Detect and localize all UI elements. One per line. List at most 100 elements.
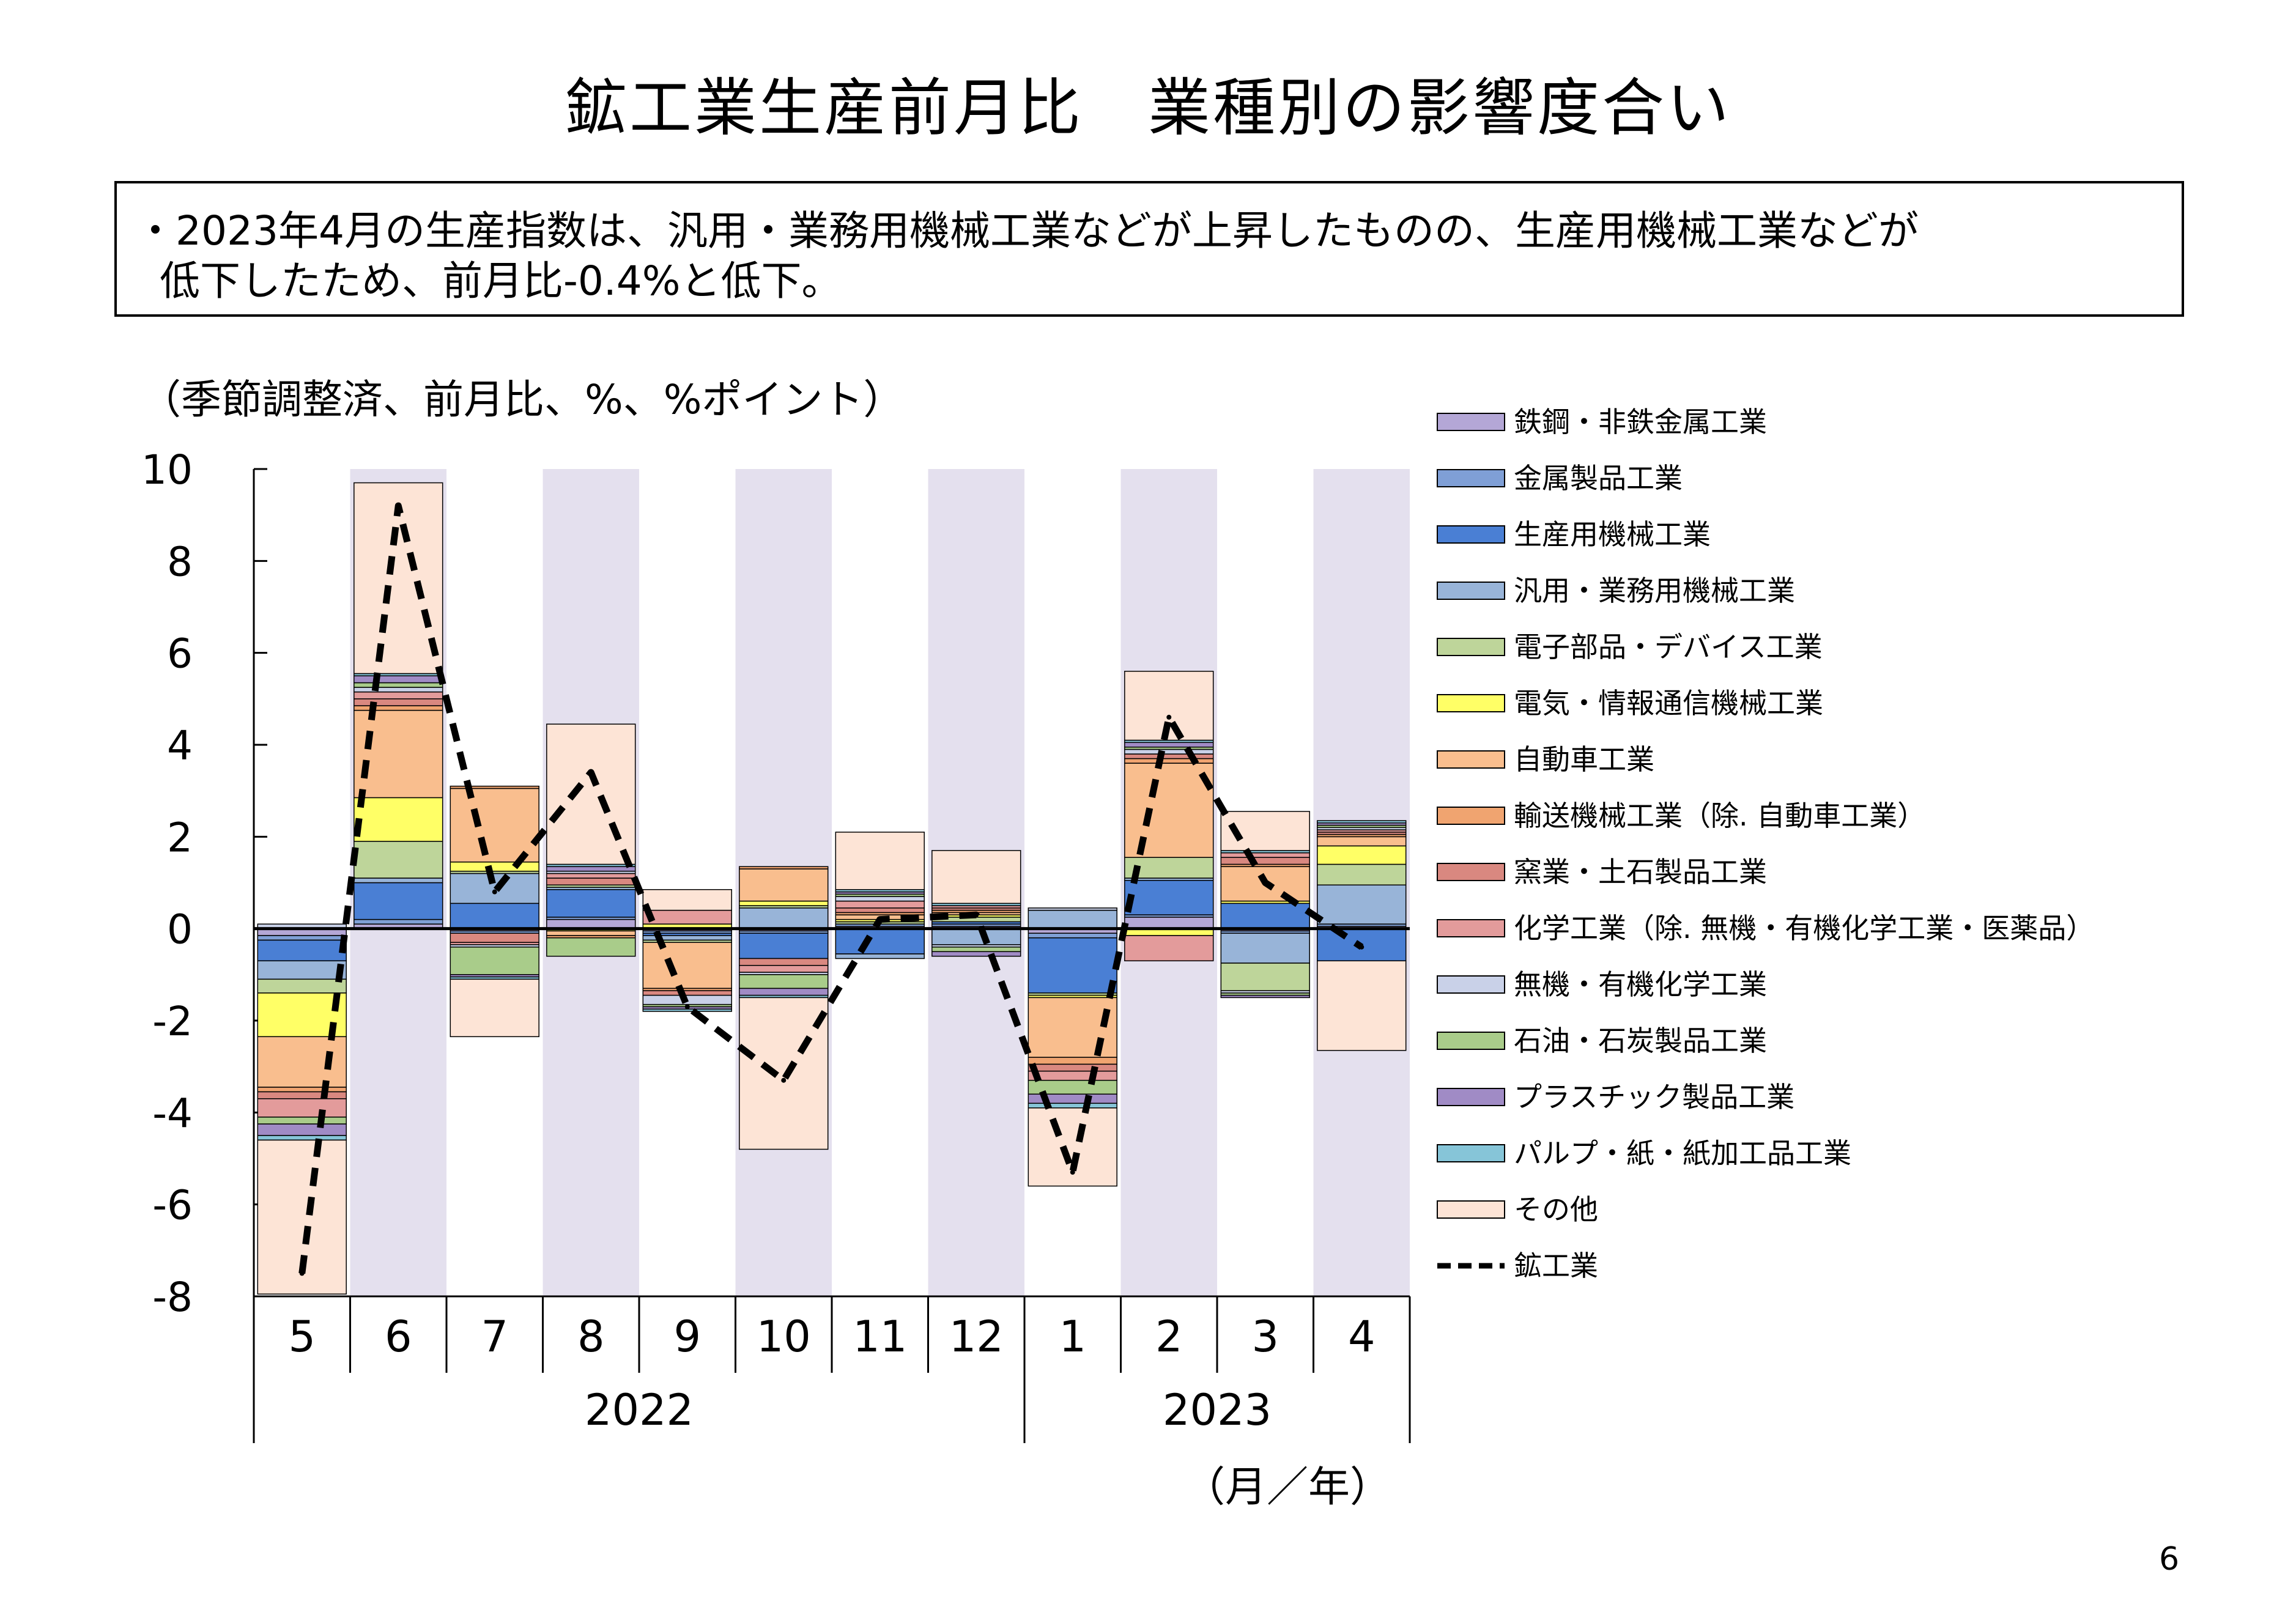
total-line-point	[974, 912, 979, 918]
bar-segment	[257, 1123, 347, 1136]
bar-segment	[739, 965, 829, 973]
total-line-point	[299, 1271, 305, 1276]
bar-segment	[1028, 1057, 1117, 1065]
year-label: 2022	[585, 1385, 694, 1435]
bar-segment	[546, 889, 636, 918]
y-tick-label: -6	[152, 1182, 193, 1229]
x-tick-label: 9	[673, 1312, 701, 1362]
bar-segment	[1028, 907, 1117, 911]
bar-segment	[739, 900, 829, 906]
bar-segment	[1220, 857, 1310, 865]
x-tick-label: 2	[1155, 1312, 1183, 1362]
summary-line-2: 低下したため、前月比-0.4%と低下。	[160, 257, 842, 305]
bar-segment	[257, 1135, 347, 1141]
x-tick-label: 10	[757, 1312, 811, 1362]
bar-segment	[835, 928, 925, 955]
bar-segment	[1317, 960, 1407, 1051]
bar-segment	[642, 909, 732, 925]
bar-segment	[450, 861, 539, 872]
page-title: 鉱工業生産前月比 業種別の影響度合い	[565, 72, 1731, 145]
bar-segment	[354, 918, 443, 925]
bar-segment	[354, 705, 443, 711]
legend-label: 電気・情報通信機械工業	[1514, 687, 1823, 720]
bar-segment	[354, 698, 443, 706]
bar-segment	[739, 933, 829, 959]
bar-segment	[931, 850, 1021, 904]
legend-swatch	[1437, 1088, 1505, 1106]
legend-label: 金属製品工業	[1514, 462, 1683, 495]
total-line-point	[396, 503, 401, 509]
bar-segment	[739, 997, 829, 1150]
year-label: 2023	[1163, 1385, 1272, 1435]
bar-segment	[1124, 935, 1214, 962]
legend-label: プラスチック製品工業	[1514, 1081, 1794, 1114]
unit-label: （季節調整済、前月比、%、%ポイント）	[141, 376, 904, 423]
legend-swatch	[1437, 582, 1505, 600]
bar-segment	[354, 841, 443, 879]
y-tick-label: 4	[167, 722, 193, 769]
bar-segment	[739, 988, 829, 996]
bar-segment	[354, 797, 443, 842]
bar-segment	[739, 866, 829, 870]
x-tick-label: 11	[853, 1312, 907, 1362]
x-unit-label: （月／年）	[1183, 1463, 1391, 1512]
bar-segment	[450, 933, 539, 943]
bar-segment	[1124, 748, 1214, 755]
y-tick-label: -8	[152, 1274, 193, 1321]
bar-segment	[546, 873, 636, 879]
bar-segment	[354, 709, 443, 799]
legend-swatch	[1437, 750, 1505, 769]
bar-segment	[257, 1117, 347, 1125]
bar-segment	[642, 1008, 732, 1012]
total-line-point	[1070, 1170, 1075, 1175]
x-tick-label: 7	[481, 1312, 508, 1362]
y-tick-label: 8	[167, 538, 193, 585]
bar-segment	[835, 900, 925, 909]
bar-segment	[835, 953, 925, 959]
bar-segment	[1124, 763, 1214, 858]
bar-segment	[835, 907, 925, 914]
bar-segment	[546, 866, 636, 872]
bar-segment	[931, 951, 1021, 957]
legend-label: 自動車工業	[1514, 743, 1654, 776]
total-line	[298, 502, 1364, 1274]
bar-segment	[1028, 933, 1117, 939]
legend-label: 石油・石炭製品工業	[1514, 1024, 1767, 1057]
bar-segment	[450, 946, 539, 975]
bar-segment	[1317, 884, 1407, 925]
bar-segment	[1317, 845, 1407, 865]
bar-segment	[257, 1087, 347, 1093]
y-tick-label: 10	[141, 446, 193, 493]
total-line-point	[1262, 880, 1268, 885]
bar-segment	[450, 903, 539, 929]
bar-segment	[1028, 937, 1117, 994]
bar-segment	[257, 978, 347, 994]
x-tick-label: 4	[1348, 1312, 1376, 1362]
bar-segment	[1317, 863, 1407, 886]
bar-segment	[1028, 997, 1117, 1058]
bar-segment	[546, 937, 636, 957]
y-tick-label: 6	[167, 630, 193, 678]
bar-segment	[642, 942, 732, 989]
x-tick-label: 6	[385, 1312, 412, 1362]
bar-segment	[1028, 1103, 1117, 1109]
legend-label: 汎用・業務用機械工業	[1514, 574, 1795, 607]
total-line-point	[1359, 944, 1365, 950]
bar-segment	[1317, 820, 1407, 824]
bar-segment	[835, 832, 925, 890]
total-line-point	[877, 917, 883, 922]
page-number: 6	[2159, 1541, 2180, 1578]
bar-segment	[931, 946, 1021, 952]
bar-segment	[1220, 852, 1310, 858]
bar-segment	[1124, 758, 1214, 764]
bar-segment	[257, 960, 347, 980]
x-tick-label: 3	[1251, 1312, 1279, 1362]
bar-segment	[257, 1091, 347, 1099]
bar-segment	[257, 939, 347, 962]
bar-segment	[257, 935, 347, 941]
bar-segment	[739, 907, 829, 929]
bar-segment	[1317, 836, 1407, 847]
total-line-point	[781, 1077, 787, 1083]
bar-segment	[1220, 903, 1310, 929]
legend-label: 鉱工業	[1514, 1249, 1598, 1282]
